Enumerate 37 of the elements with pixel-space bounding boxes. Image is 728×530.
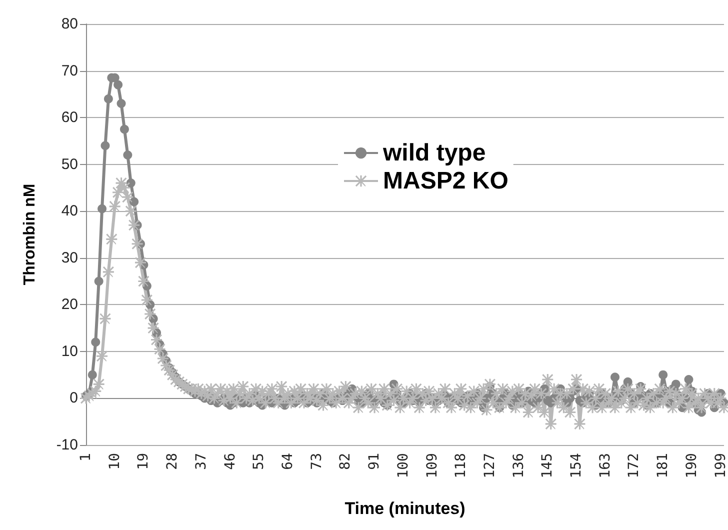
x-tick-label: 136 bbox=[510, 453, 527, 478]
y-tick-label: 80 bbox=[61, 16, 78, 32]
legend-label: wild type bbox=[382, 140, 486, 166]
x-tick-label: 145 bbox=[540, 453, 556, 478]
y-tick-label: -10 bbox=[56, 436, 78, 454]
y-tick-label: 30 bbox=[61, 249, 78, 266]
y-tick-label: 0 bbox=[70, 390, 78, 407]
x-tick-label: 37 bbox=[193, 453, 210, 470]
x-tick-label: 28 bbox=[164, 453, 181, 470]
x-axis-title: Time (minutes) bbox=[344, 499, 466, 518]
x-tick-label: 1 bbox=[78, 453, 94, 462]
y-tick-label: 70 bbox=[61, 62, 78, 80]
x-tick-label: 55 bbox=[251, 453, 268, 470]
x-tick-label: 172 bbox=[626, 453, 642, 478]
x-tick-label: 190 bbox=[684, 453, 700, 478]
y-tick-label: 40 bbox=[61, 202, 78, 220]
x-tick-label: 64 bbox=[280, 453, 296, 470]
x-tick-label: 10 bbox=[106, 453, 123, 470]
x-tick-label: 163 bbox=[597, 453, 614, 478]
x-tick-label: 109 bbox=[424, 453, 440, 478]
x-tick-label: 154 bbox=[568, 453, 585, 478]
x-tick-label: 82 bbox=[338, 453, 354, 470]
x-tick-label: 199 bbox=[712, 453, 728, 478]
legend-label: MASP2 KO bbox=[383, 168, 508, 194]
x-tick-label: 127 bbox=[482, 453, 498, 478]
x-tick-label: 181 bbox=[655, 453, 672, 478]
x-tick-label: 46 bbox=[222, 453, 238, 470]
x-tick-label: 91 bbox=[366, 453, 383, 470]
x-tick-label: 118 bbox=[453, 453, 470, 478]
y-tick-label: 60 bbox=[61, 109, 78, 126]
y-axis-title: Thrombin nM bbox=[22, 184, 38, 286]
y-tick-label: 20 bbox=[61, 296, 78, 314]
y-tick-label: 10 bbox=[61, 342, 78, 360]
x-tick-label: 73 bbox=[308, 453, 325, 470]
y-tick-label: 50 bbox=[61, 156, 78, 173]
x-tick-label: 100 bbox=[395, 453, 412, 478]
x-tick-label: 19 bbox=[136, 453, 152, 470]
